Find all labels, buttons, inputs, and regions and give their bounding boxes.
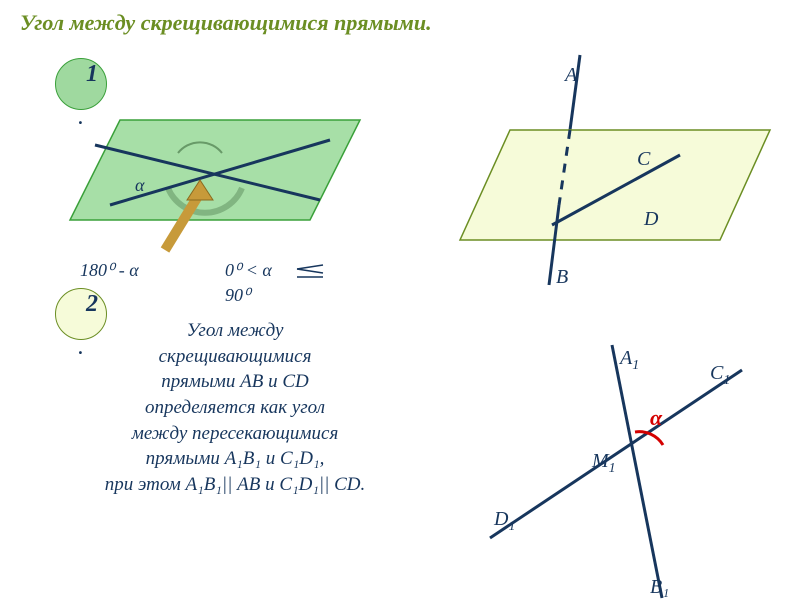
line-a1b1: [612, 345, 662, 598]
label-alpha-bottom: α: [650, 405, 662, 431]
label-A1-text: А: [620, 347, 632, 369]
label-C1-text: С: [710, 362, 723, 384]
label-C1-sub: 1: [723, 373, 730, 388]
para-line-3: определяется как угол: [50, 395, 420, 421]
label-A1-sub: 1: [632, 358, 639, 373]
para-line-6: при этом А₁В₁|| АВ и С₁D₁|| CD.: [50, 472, 420, 498]
para-line-0: Угол между: [50, 318, 420, 344]
label-M1-text: М: [592, 450, 609, 472]
label-D1-text: D: [494, 508, 508, 530]
label-D1: D1: [494, 508, 515, 535]
label-B1: В₁: [650, 576, 669, 599]
label-M1-sub: 1: [609, 461, 616, 476]
label-A1: А1: [620, 347, 639, 374]
para-line-1: скрещивающимися: [50, 344, 420, 370]
para-line-2: прямыми АВ и CD: [50, 369, 420, 395]
diagram-3: [0, 0, 800, 600]
label-C1: С1: [710, 362, 730, 389]
definition-text: Угол между скрещивающимися прямыми АВ и …: [50, 318, 420, 497]
para-line-4: между пересекающимися: [50, 421, 420, 447]
label-M1: М1: [592, 450, 616, 477]
label-D1-sub: 1: [508, 519, 515, 534]
line-c1d1: [490, 370, 742, 538]
para-line-5: прямыми А₁В₁ и С₁D₁,: [50, 446, 420, 472]
